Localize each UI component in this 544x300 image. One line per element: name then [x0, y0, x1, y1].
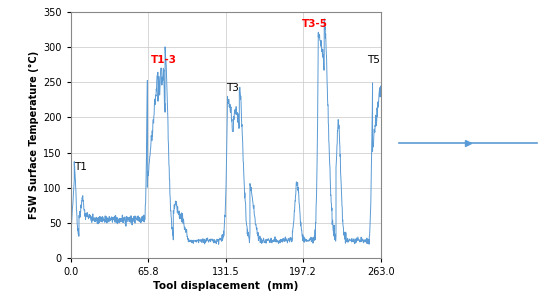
Text: T5: T5: [367, 55, 380, 64]
Y-axis label: FSW Surface Temperature (°C): FSW Surface Temperature (°C): [29, 51, 39, 219]
Text: T1: T1: [75, 162, 87, 172]
Text: T3: T3: [226, 83, 239, 93]
Text: T1-3: T1-3: [151, 55, 177, 64]
Text: T3-5: T3-5: [302, 20, 328, 29]
X-axis label: Tool displacement  (mm): Tool displacement (mm): [153, 281, 299, 291]
